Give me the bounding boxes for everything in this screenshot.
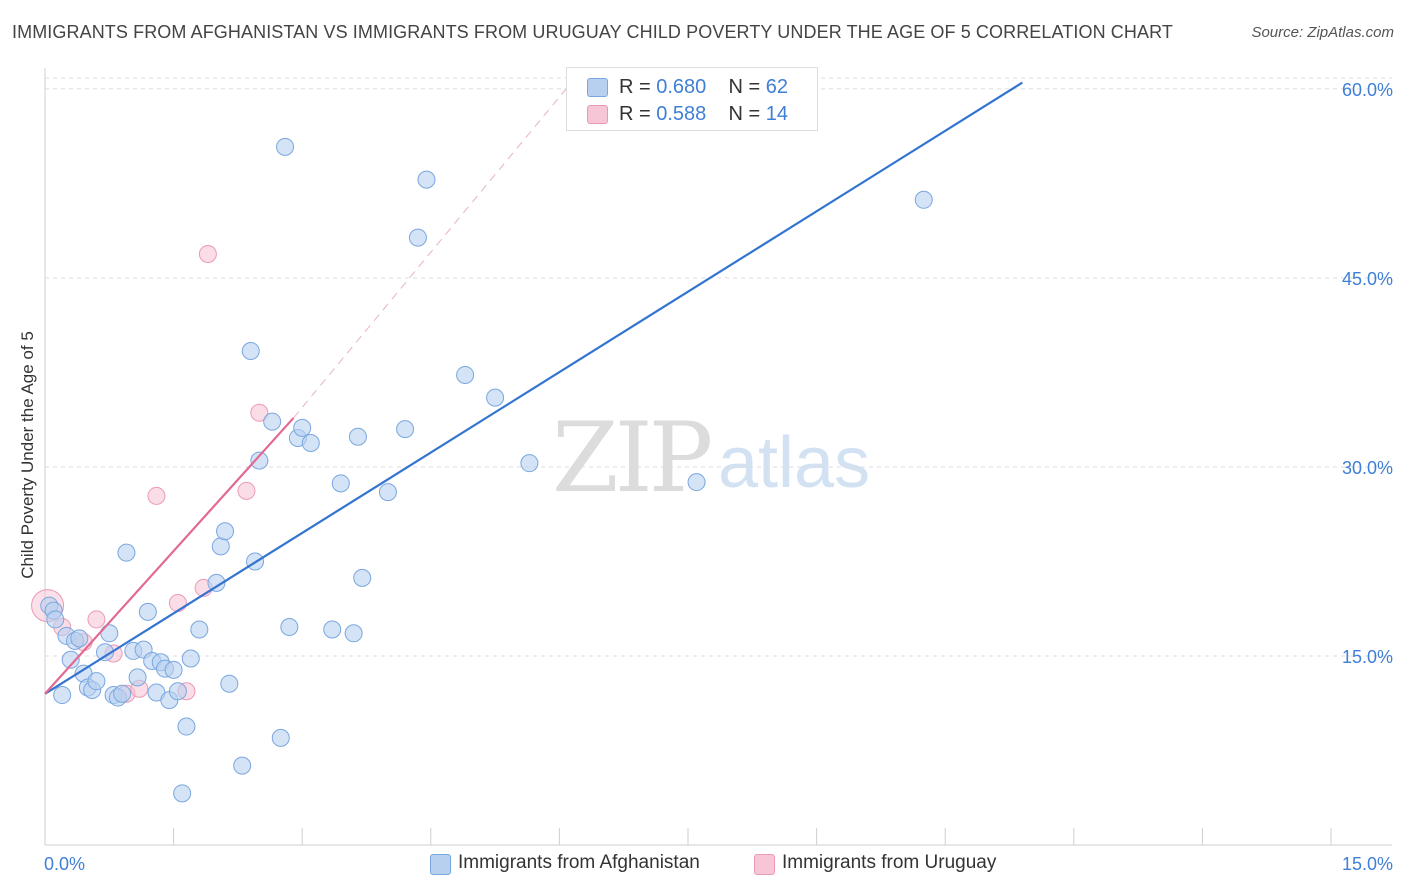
afghanistan-point [173,784,192,803]
afghanistan-point [233,756,252,775]
afghanistan-point [117,543,136,562]
afghanistan-point [276,137,295,156]
chart-title: IMMIGRANTS FROM AFGHANISTAN VS IMMIGRANT… [12,22,1173,42]
afghanistan-point [241,342,260,361]
tick-labels: 15.0% 30.0% 45.0% 60.0% 0.0% 15.0% [44,80,1393,874]
uruguay-point [87,610,106,629]
legend-r-label: R = [619,76,651,98]
afghanistan-point [520,454,539,473]
afghanistan-point [263,412,282,431]
afghanistan-point [408,228,427,247]
afghanistan-point [70,629,89,648]
afghanistan-point [216,522,235,541]
bottom-legend-swatch-afghanistan [430,854,451,875]
afghanistan-point [220,674,239,693]
axes [44,68,1392,846]
legend-r-value: 0.680 [656,76,707,98]
afghanistan-point [61,650,80,669]
legend-n-label: N = [728,76,761,98]
afghanistan-point [113,684,132,703]
x-tick-label: 0.0% [44,854,85,874]
legend-n-value: 62 [765,76,789,98]
afghanistan-point [914,190,933,209]
afghanistan-points [40,137,933,803]
afghanistan-point [353,568,372,587]
afghanistan-trend-line [44,81,1023,695]
afghanistan-point [53,686,72,705]
y-tick-label: 15.0% [1342,647,1393,667]
afghanistan-point [177,717,196,736]
y-tick-label: 60.0% [1342,80,1393,100]
afghanistan-point [128,668,147,687]
legend-r-label: R = [619,103,651,125]
legend-n-value: 14 [765,103,789,125]
afghanistan-point [293,418,312,437]
afghanistan-point [181,649,200,668]
source-label: Source: ZipAtlas.com [1251,24,1394,41]
uruguay-point [147,486,166,505]
afghanistan-point [331,474,350,493]
afghanistan-point [271,728,290,747]
legend-swatch-uruguay [587,105,608,124]
legend-r-value: 0.588 [656,103,707,125]
watermark-atlas: atlas [718,423,871,503]
afghanistan-point [687,473,706,492]
afghanistan-point [138,602,157,621]
trend-lines [44,75,1023,695]
afghanistan-point [87,672,106,691]
afghanistan-point [280,617,299,636]
afghanistan-point [323,620,342,639]
uruguay-trend-extension [293,75,577,419]
afghanistan-point [190,620,209,639]
afghanistan-point [46,610,65,629]
afghanistan-point [456,365,475,384]
afghanistan-point [100,624,119,643]
watermark-zip: ZIP [552,402,713,514]
afghanistan-point [164,660,183,679]
uruguay-point [250,403,269,422]
bottom-legend-label-uruguay: Immigrants from Uruguay [782,852,997,873]
afghanistan-point [396,420,415,439]
afghanistan-point [378,483,397,502]
afghanistan-point [417,170,436,189]
y-tick-label: 45.0% [1342,269,1393,289]
y-axis-label: Child Poverty Under the Age of 5 [18,331,37,579]
uruguay-trend-line [44,417,295,695]
legend-swatch-afghanistan [587,78,608,97]
afghanistan-point [250,451,269,470]
gridlines [45,77,1392,657]
afghanistan-point [301,434,320,453]
afghanistan-point [211,537,230,556]
afghanistan-point [168,682,187,701]
legend-n-label: N = [728,103,761,125]
uruguay-point [198,244,217,263]
afghanistan-point [348,427,367,446]
afghanistan-point [344,624,363,643]
bottom-legend-swatch-uruguay [754,854,775,875]
correlation-legend: R = 0.680 N = 62 R = 0.588 N = 14 [566,67,818,131]
uruguay-point [237,481,256,500]
bottom-legend-label-afghanistan: Immigrants from Afghanistan [458,852,700,873]
afghanistan-point [207,573,226,592]
x-tick-label: 15.0% [1342,854,1393,874]
afghanistan-point [486,388,505,407]
y-tick-label: 30.0% [1342,458,1393,478]
uruguay-point [168,594,187,613]
